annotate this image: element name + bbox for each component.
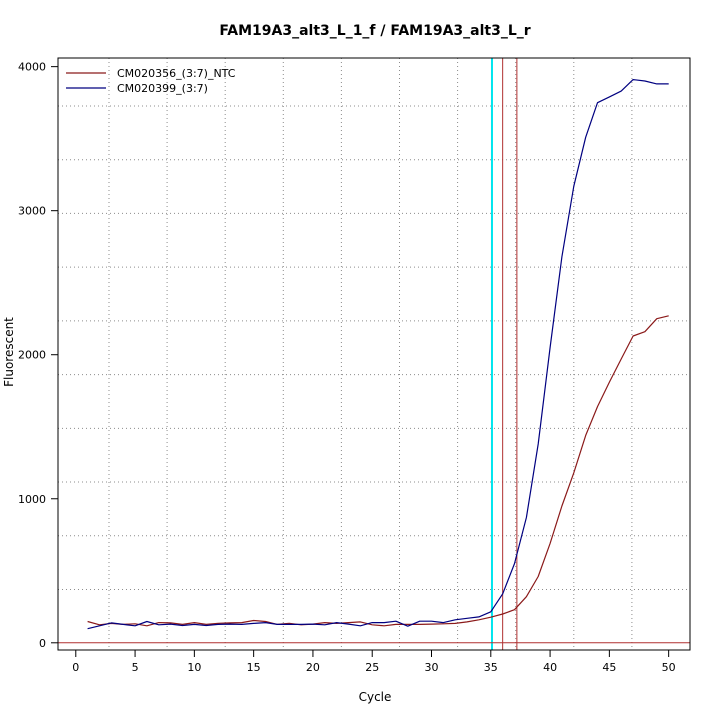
x-tick-label: 25 xyxy=(365,661,379,674)
plot-frame xyxy=(57,57,691,651)
x-axis-title: Cycle xyxy=(359,690,392,704)
series-layer xyxy=(87,78,669,630)
y-tick-label: 2000 xyxy=(18,349,46,362)
x-tick-label: 20 xyxy=(306,661,320,674)
x-tick-label: 10 xyxy=(187,661,201,674)
x-tick-label: 30 xyxy=(425,661,439,674)
x-tick-label: 50 xyxy=(662,661,676,674)
legend-label: CM020399_(3:7) xyxy=(117,82,208,95)
y-axis: 0 1000 2000 3000 4000 xyxy=(18,61,58,650)
y-tick-label: 4000 xyxy=(18,61,46,74)
series-line-1 xyxy=(87,315,669,627)
y-tick-label: 0 xyxy=(39,637,46,650)
y-tick-label: 1000 xyxy=(18,493,46,506)
x-tick-label: 45 xyxy=(602,661,616,674)
y-axis-title: Fluorescent xyxy=(2,317,16,387)
series-line-2 xyxy=(87,78,669,630)
vertical-markers xyxy=(490,58,518,650)
x-tick-label: 35 xyxy=(484,661,498,674)
x-tick-label: 40 xyxy=(543,661,557,674)
legend: CM020356_(3:7)_NTC CM020399_(3:7) xyxy=(66,67,236,95)
legend-label: CM020356_(3:7)_NTC xyxy=(117,67,236,80)
x-tick-label: 0 xyxy=(72,661,79,674)
y-tick-label: 3000 xyxy=(18,205,46,218)
x-tick-label: 5 xyxy=(132,661,139,674)
chart-title: FAM19A3_alt3_L_1_f / FAM19A3_alt3_L_r xyxy=(219,23,530,39)
x-tick-label: 15 xyxy=(247,661,261,674)
x-axis: 0 5 10 15 20 25 30 35 40 45 50 xyxy=(72,650,676,674)
grid xyxy=(58,58,691,650)
